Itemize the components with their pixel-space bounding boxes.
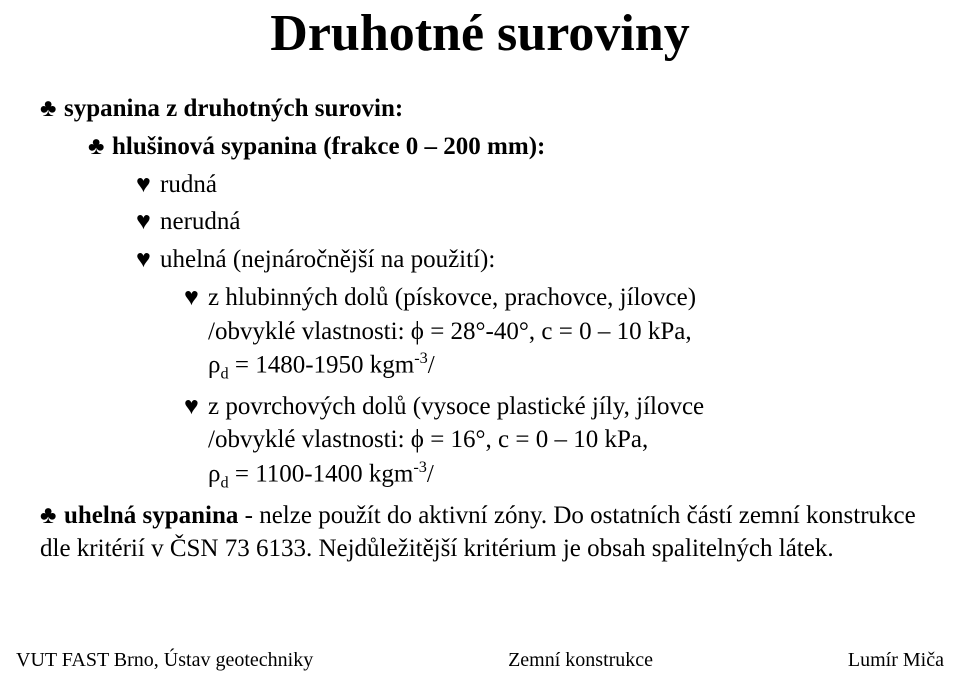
content-block: ♣sypanina z druhotných surovin: ♣hlušino… [40,90,920,494]
l3a-text: rudná [160,168,217,202]
l4b-line3a: = 1100-1400 kgm [229,460,414,487]
footer-bold: uhelná sypanina [64,502,238,529]
l4a-line1: z hlubinných dolů (pískovce, prachovce, … [208,284,696,311]
heart-icon: ♥ [184,281,208,315]
l3b-text: nerudná [160,205,241,239]
l4a-line3a: = 1480-1950 kgm [229,352,415,379]
l2-text: hlušinová sypanina (frakce 0 – 200 mm): [112,130,545,164]
footer-left: VUT FAST Brno, Ústav geotechniky [16,649,313,672]
bullet-l3b: ♥nerudná [136,205,920,239]
l4a-line2b: = 28°-40°, c = 0 – 10 kPa, [424,318,692,345]
rho-sub: d [220,365,228,383]
l4b-line2b: = 16°, c = 0 – 10 kPa, [424,426,648,453]
l4b-text: z povrchových dolů (vysoce plastické jíl… [208,390,704,495]
l4a-line2a: /obvyklé vlastnosti: [208,318,411,345]
heart-icon: ♥ [184,390,208,424]
phi-symbol: ϕ [411,426,424,453]
l4b-line3b: / [427,460,434,487]
rho-symbol: ρ [208,460,220,487]
bottom-footer: VUT FAST Brno, Ústav geotechniky Zemní k… [16,649,944,672]
club-icon: ♣ [40,92,64,126]
bullet-l4a: ♥ z hlubinných dolů (pískovce, prachovce… [184,281,920,386]
slide-title: Druhotné suroviny [0,4,960,63]
phi-symbol: ϕ [411,318,424,345]
footer-text: uhelná sypanina - nelze použít do aktivn… [40,502,916,562]
rho-sub: d [220,473,228,491]
l4a-line3b: / [428,352,435,379]
bullet-l3a: ♥rudná [136,168,920,202]
exp: -3 [414,349,428,367]
bullet-l1: ♣sypanina z druhotných surovin: [40,92,920,126]
bullet-l4b: ♥ z povrchových dolů (vysoce plastické j… [184,390,920,495]
exp: -3 [413,458,427,476]
l4b-line1: z povrchových dolů (vysoce plastické jíl… [208,393,704,420]
club-icon: ♣ [88,130,112,164]
rho-symbol: ρ [208,352,220,379]
club-icon: ♣ [40,500,64,533]
bullet-l3c: ♥uhelná (nejnáročnější na použití): [136,243,920,277]
l3c-text: uhelná (nejnáročnější na použití): [160,243,495,277]
l4b-line2a: /obvyklé vlastnosti: [208,426,411,453]
heart-icon: ♥ [136,205,160,239]
footer-center: Zemní konstrukce [508,649,653,672]
footer-bullet-block: ♣uhelná sypanina - nelze použít do aktiv… [40,500,920,565]
heart-icon: ♥ [136,168,160,202]
l1-text: sypanina z druhotných surovin: [64,92,403,126]
footer-right: Lumír Miča [848,649,944,672]
heart-icon: ♥ [136,243,160,277]
slide: Druhotné suroviny ♣sypanina z druhotných… [0,0,960,684]
l4a-text: z hlubinných dolů (pískovce, prachovce, … [208,281,696,386]
bullet-l2: ♣hlušinová sypanina (frakce 0 – 200 mm): [88,130,920,164]
